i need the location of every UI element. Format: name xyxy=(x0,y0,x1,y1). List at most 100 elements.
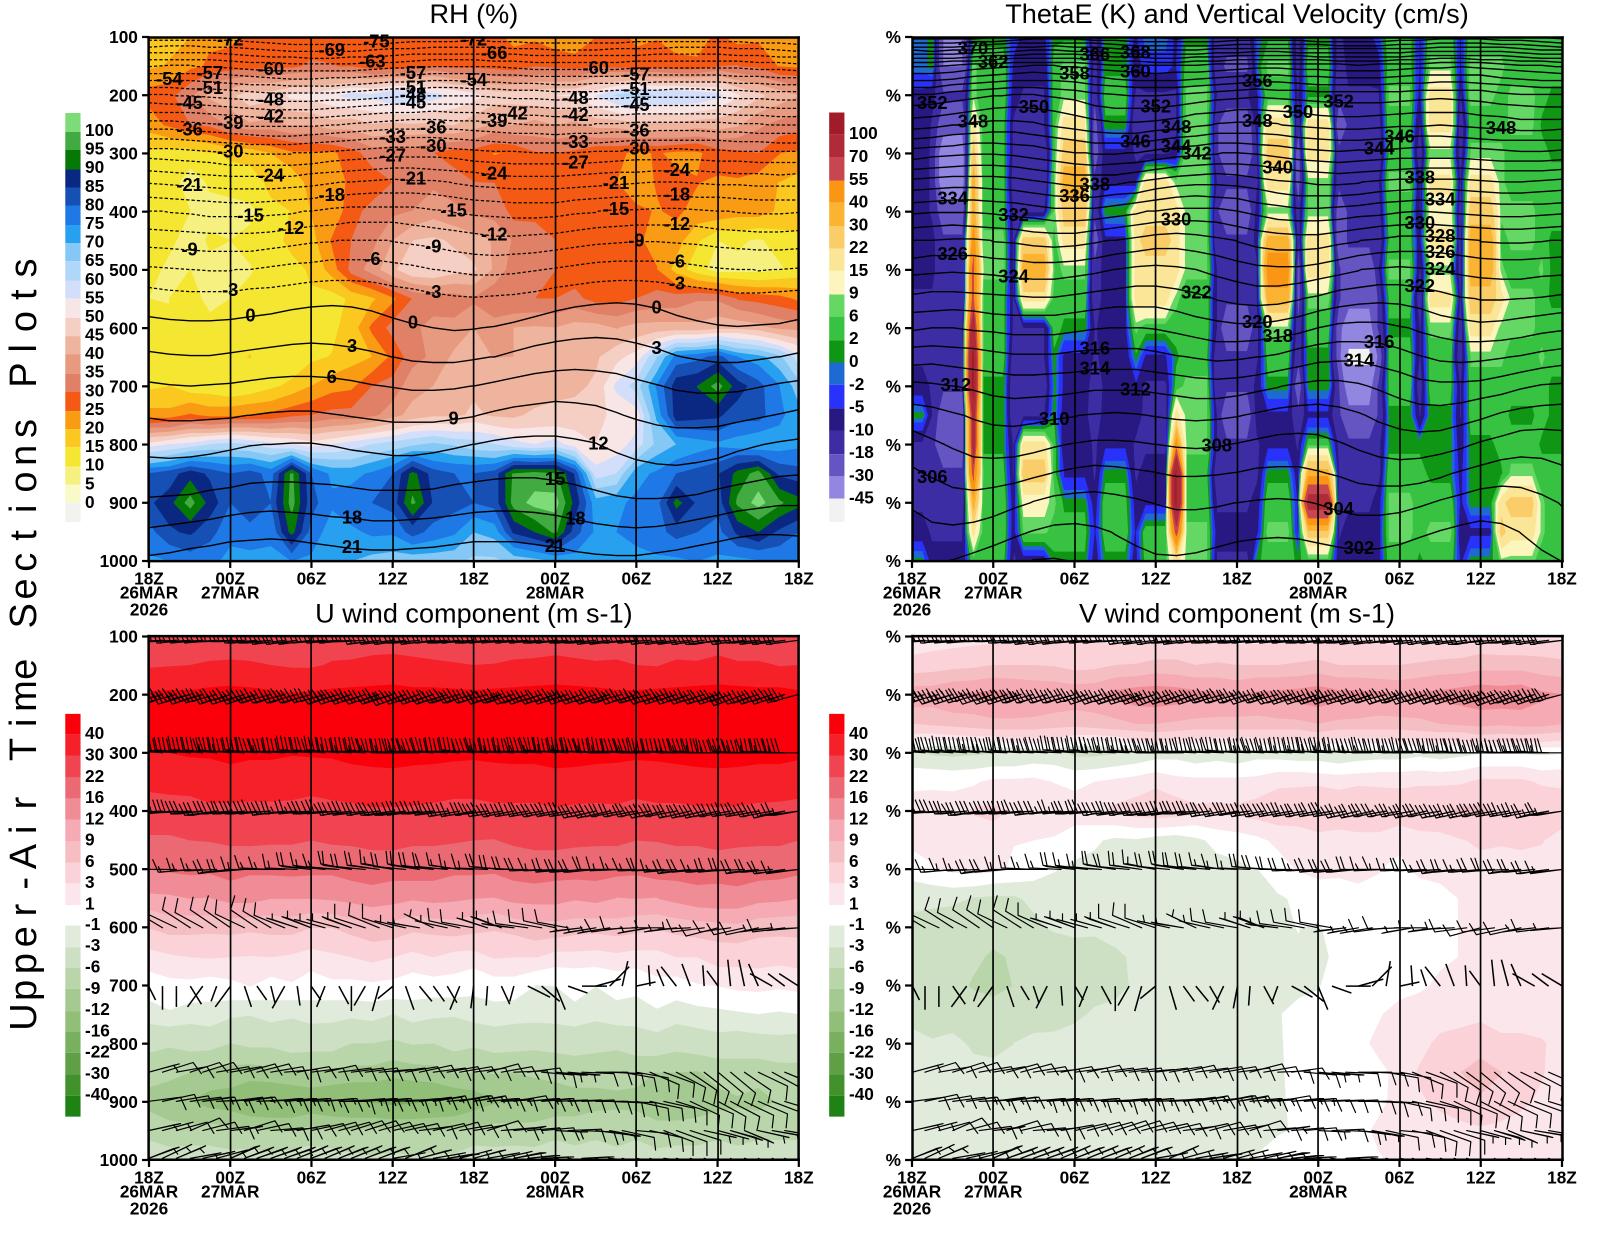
svg-text:336: 336 xyxy=(1059,185,1090,206)
svg-text:18Z: 18Z xyxy=(459,1168,489,1188)
svg-text:15: 15 xyxy=(849,260,869,280)
svg-text:-30: -30 xyxy=(217,141,244,162)
svg-text:m: m xyxy=(3,680,45,712)
svg-text:-40: -40 xyxy=(85,1084,110,1104)
svg-text:85: 85 xyxy=(85,176,105,196)
svg-text:-6: -6 xyxy=(364,248,380,269)
svg-text:324: 324 xyxy=(998,265,1029,286)
svg-text:362: 362 xyxy=(978,51,1009,72)
svg-text:0: 0 xyxy=(849,351,859,371)
svg-text:00Z: 00Z xyxy=(215,569,245,589)
svg-text:r: r xyxy=(3,796,45,809)
svg-text:334: 334 xyxy=(937,188,968,209)
svg-text:1000: 1000 xyxy=(100,1150,138,1170)
svg-text:10: 10 xyxy=(85,455,104,475)
svg-text:346: 346 xyxy=(1120,131,1151,152)
svg-text:70: 70 xyxy=(849,146,868,166)
svg-text:t: t xyxy=(3,289,45,300)
svg-text:28MAR: 28MAR xyxy=(526,1182,585,1202)
svg-text:00Z: 00Z xyxy=(540,1168,570,1188)
svg-text:-9: -9 xyxy=(85,978,100,998)
svg-text:-72: -72 xyxy=(461,29,488,50)
svg-text:352: 352 xyxy=(1323,91,1354,112)
svg-text:26MAR: 26MAR xyxy=(120,1182,179,1202)
svg-text:90: 90 xyxy=(85,157,104,177)
svg-text:00Z: 00Z xyxy=(540,569,570,589)
svg-text:i: i xyxy=(3,719,45,727)
svg-text:06Z: 06Z xyxy=(297,1168,327,1188)
svg-text:-3: -3 xyxy=(669,273,685,294)
svg-text:-27: -27 xyxy=(562,152,589,173)
svg-text:%: % xyxy=(886,144,901,164)
svg-text:22: 22 xyxy=(849,766,868,786)
svg-text:21: 21 xyxy=(342,536,362,557)
svg-text:RH (%): RH (%) xyxy=(430,0,519,29)
svg-text:r: r xyxy=(3,903,45,916)
svg-text:l: l xyxy=(3,344,45,352)
svg-text:18Z: 18Z xyxy=(1547,569,1577,589)
svg-text:16: 16 xyxy=(849,787,868,807)
svg-text:55: 55 xyxy=(849,169,869,189)
svg-text:60: 60 xyxy=(85,269,104,289)
svg-text:356: 356 xyxy=(1242,70,1273,91)
svg-text:o: o xyxy=(3,471,45,492)
svg-text:-36: -36 xyxy=(176,119,203,140)
svg-text:%: % xyxy=(886,1092,901,1112)
svg-text:18Z: 18Z xyxy=(1222,569,1252,589)
svg-text:80: 80 xyxy=(85,194,104,214)
svg-text:%: % xyxy=(886,202,901,222)
svg-text:15: 15 xyxy=(545,468,565,489)
svg-text:330: 330 xyxy=(1161,208,1192,229)
svg-text:18Z: 18Z xyxy=(897,569,927,589)
svg-text:12Z: 12Z xyxy=(1466,569,1496,589)
svg-text:%: % xyxy=(886,551,901,571)
svg-text:18: 18 xyxy=(565,507,585,528)
svg-text:06Z: 06Z xyxy=(622,569,652,589)
svg-text:i: i xyxy=(3,826,45,834)
svg-text:-39: -39 xyxy=(217,112,244,133)
svg-text:-24: -24 xyxy=(481,162,508,183)
svg-text:300: 300 xyxy=(109,743,138,763)
svg-text:%: % xyxy=(886,685,901,705)
svg-text:00Z: 00Z xyxy=(1303,569,1333,589)
svg-text:26MAR: 26MAR xyxy=(883,1182,942,1202)
svg-text:346: 346 xyxy=(1384,125,1415,146)
svg-text:18Z: 18Z xyxy=(134,1168,164,1188)
svg-text:800: 800 xyxy=(109,435,138,455)
svg-text:18Z: 18Z xyxy=(1222,1168,1252,1188)
svg-text:06Z: 06Z xyxy=(1385,1168,1415,1188)
svg-text:-18: -18 xyxy=(849,442,874,462)
svg-text:28MAR: 28MAR xyxy=(1289,1182,1348,1202)
svg-text:-24: -24 xyxy=(664,159,691,180)
svg-text:344: 344 xyxy=(1161,135,1192,156)
svg-text:600: 600 xyxy=(109,918,138,938)
svg-text:-42: -42 xyxy=(562,104,589,125)
svg-text:340: 340 xyxy=(1262,156,1293,177)
svg-text:-54: -54 xyxy=(156,68,183,89)
svg-text:1: 1 xyxy=(85,893,95,913)
svg-text:-15: -15 xyxy=(237,204,264,225)
svg-text:-30: -30 xyxy=(849,465,874,485)
svg-text:-12: -12 xyxy=(85,999,110,1019)
svg-text:%: % xyxy=(886,1150,901,1170)
svg-text:900: 900 xyxy=(109,1092,138,1112)
svg-text:2026: 2026 xyxy=(130,1198,168,1218)
svg-text:%: % xyxy=(886,318,901,338)
svg-text:s: s xyxy=(3,419,45,438)
svg-text:06Z: 06Z xyxy=(297,569,327,589)
svg-text:e: e xyxy=(3,659,45,680)
svg-text:-16: -16 xyxy=(849,1020,874,1040)
svg-text:-30: -30 xyxy=(623,138,650,159)
svg-text:18Z: 18Z xyxy=(1547,1168,1577,1188)
svg-text:-39: -39 xyxy=(481,110,507,131)
svg-text:324: 324 xyxy=(1425,258,1456,279)
svg-text:314: 314 xyxy=(1080,357,1111,378)
svg-text:27MAR: 27MAR xyxy=(964,583,1023,603)
svg-text:25: 25 xyxy=(85,399,105,419)
svg-text:-57: -57 xyxy=(623,63,650,84)
svg-text:358: 358 xyxy=(1059,63,1090,84)
svg-text:3: 3 xyxy=(85,872,95,892)
svg-text:-15: -15 xyxy=(440,200,467,221)
svg-text:-60: -60 xyxy=(582,57,608,78)
svg-text:-18: -18 xyxy=(319,184,346,205)
